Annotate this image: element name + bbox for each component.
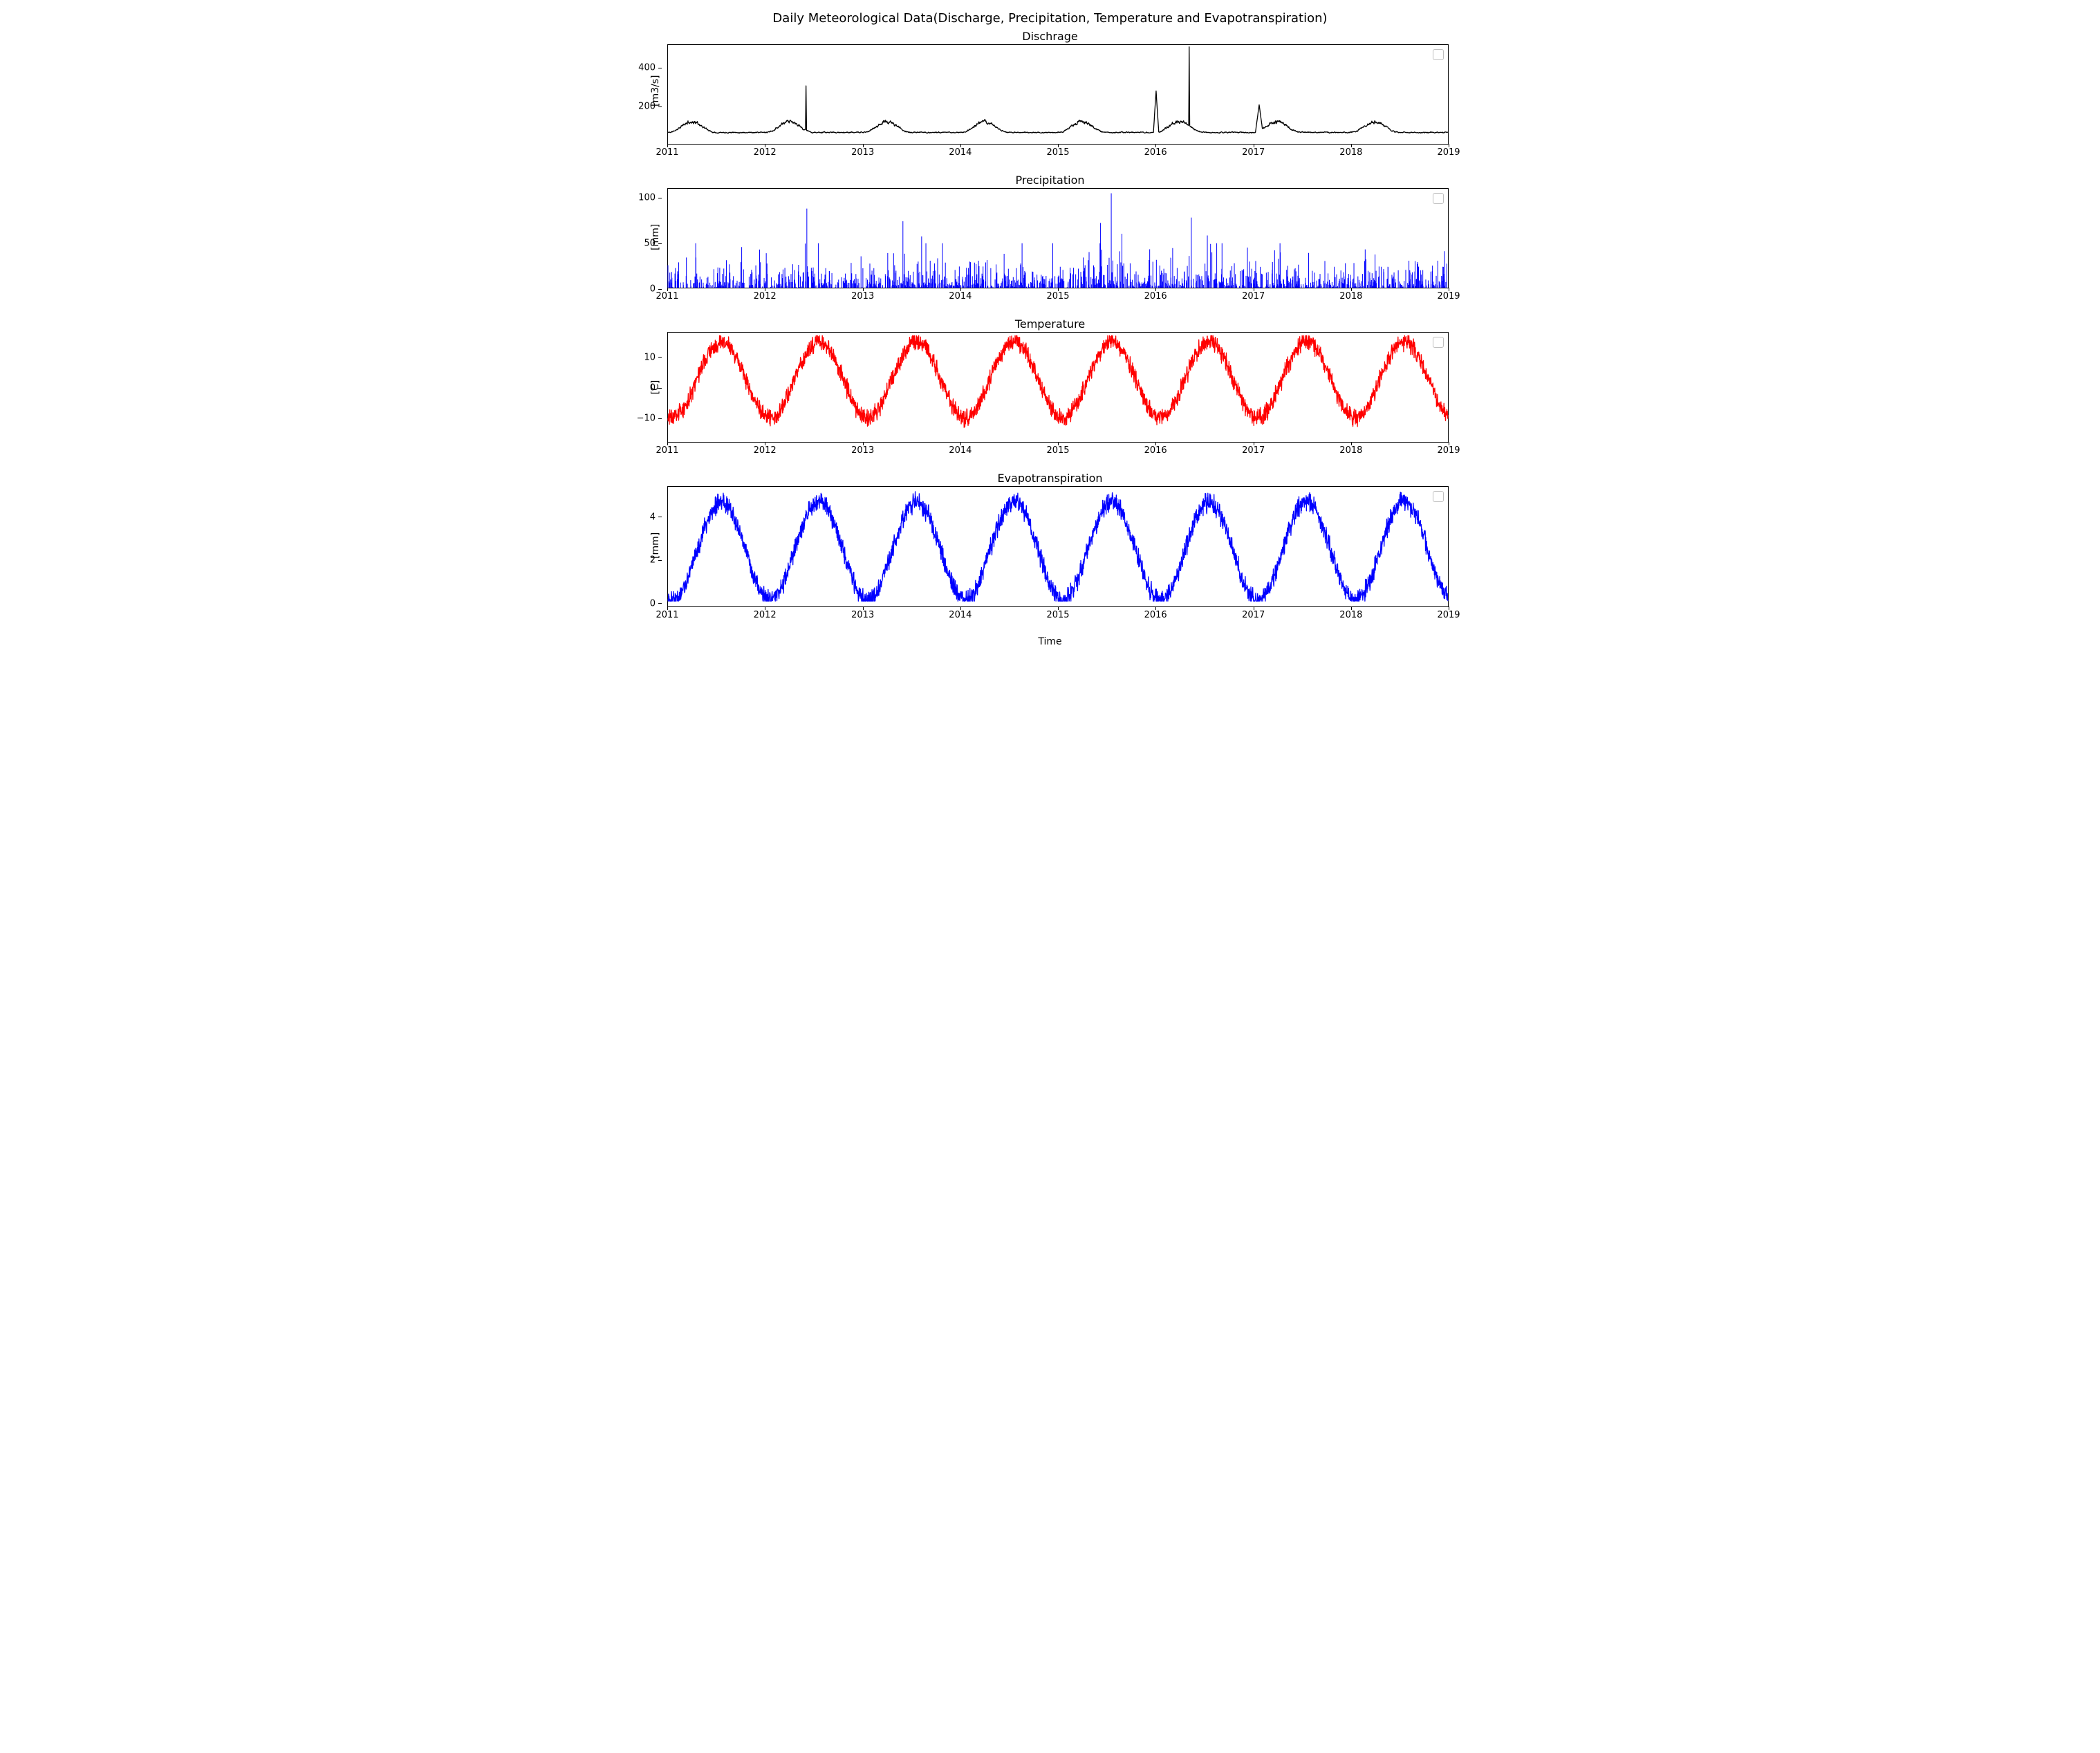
ytick-mark <box>658 289 662 290</box>
xtick-label: 2013 <box>851 445 874 456</box>
xtick-label: 2017 <box>1242 445 1265 456</box>
xtick-label: 2011 <box>656 445 678 456</box>
xticks-discharge: 201120122013201420152016201720182019 <box>667 145 1449 161</box>
ytick-label: 2 <box>650 555 656 566</box>
ytick-mark <box>658 357 662 358</box>
ytick-mark <box>658 243 662 244</box>
ytick-mark <box>658 418 662 419</box>
xtick-label: 2012 <box>754 445 777 456</box>
xticks-temperature: 201120122013201420152016201720182019 <box>667 443 1449 459</box>
xtick-label: 2017 <box>1242 147 1265 158</box>
xtick-label: 2018 <box>1339 445 1362 456</box>
line-evapotranspiration <box>668 492 1448 601</box>
ytick-mark <box>658 560 662 561</box>
xtick-label: 2016 <box>1144 291 1167 302</box>
xtick-label: 2017 <box>1242 291 1265 302</box>
panel-title-temperature: Temperature <box>644 317 1456 331</box>
ytick-label: 10 <box>644 352 656 362</box>
ytick-label: 100 <box>638 193 656 203</box>
xtick-label: 2017 <box>1242 610 1265 620</box>
xticks-evapotranspiration: 201120122013201420152016201720182019 <box>667 607 1449 624</box>
panel-title-discharge: Dischrage <box>644 30 1456 43</box>
ytick-label: 200 <box>638 102 656 112</box>
xtick-label: 2012 <box>754 291 777 302</box>
panel-evapotranspiration: Evapotranspiration[mm]024201120122013201… <box>644 472 1456 624</box>
xtick-label: 2013 <box>851 147 874 158</box>
xtick-label: 2015 <box>1046 147 1069 158</box>
figure-suptitle: Daily Meteorological Data(Discharge, Pre… <box>644 11 1456 26</box>
xtick-label: 2018 <box>1339 291 1362 302</box>
xtick-label: 2015 <box>1046 610 1069 620</box>
xtick-label: 2019 <box>1437 147 1460 158</box>
series-precipitation <box>668 189 1448 288</box>
xtick-label: 2014 <box>949 291 972 302</box>
xtick-label: 2013 <box>851 610 874 620</box>
panel-title-evapotranspiration: Evapotranspiration <box>644 472 1456 485</box>
ytick-mark <box>658 388 662 389</box>
ytick-mark <box>658 106 662 107</box>
series-discharge <box>668 45 1448 144</box>
ytick-label: −10 <box>637 414 656 424</box>
ytick-label: 0 <box>650 598 656 609</box>
xtick-label: 2012 <box>754 147 777 158</box>
ytick-label: 400 <box>638 63 656 73</box>
ytick-mark <box>658 603 662 604</box>
plot-area-precipitation: 050100 <box>667 188 1449 288</box>
xtick-label: 2019 <box>1437 445 1460 456</box>
xtick-label: 2014 <box>949 147 972 158</box>
xtick-label: 2011 <box>656 147 678 158</box>
figure: Daily Meteorological Data(Discharge, Pre… <box>630 0 1470 661</box>
bars-precipitation <box>668 194 1447 288</box>
plot-area-discharge: 200400 <box>667 44 1449 145</box>
xtick-label: 2015 <box>1046 291 1069 302</box>
xtick-label: 2011 <box>656 291 678 302</box>
xtick-label: 2011 <box>656 610 678 620</box>
line-temperature <box>668 335 1448 427</box>
ytick-label: 4 <box>650 512 656 522</box>
ytick-label: 0 <box>650 383 656 393</box>
xtick-label: 2016 <box>1144 610 1167 620</box>
series-temperature <box>668 333 1448 442</box>
xtick-label: 2018 <box>1339 147 1362 158</box>
ytick-label: 0 <box>650 284 656 295</box>
xtick-label: 2019 <box>1437 291 1460 302</box>
panel-discharge: Dischrage[m3/s]2004002011201220132014201… <box>644 30 1456 161</box>
panels-container: Dischrage[m3/s]2004002011201220132014201… <box>644 30 1456 624</box>
series-evapotranspiration <box>668 487 1448 606</box>
xticks-precipitation: 201120122013201420152016201720182019 <box>667 288 1449 305</box>
ytick-label: 50 <box>644 239 656 249</box>
line-discharge <box>668 47 1448 133</box>
xtick-label: 2014 <box>949 445 972 456</box>
xtick-label: 2014 <box>949 610 972 620</box>
plot-area-temperature: −10010 <box>667 332 1449 443</box>
xtick-label: 2013 <box>851 291 874 302</box>
panel-title-precipitation: Precipitation <box>644 174 1456 187</box>
plot-area-evapotranspiration: 024 <box>667 486 1449 607</box>
x-axis-label: Time <box>644 636 1456 647</box>
xtick-label: 2016 <box>1144 445 1167 456</box>
panel-precipitation: Precipitation[mm]05010020112012201320142… <box>644 174 1456 305</box>
panel-temperature: Temperature[C]−1001020112012201320142015… <box>644 317 1456 459</box>
xtick-label: 2018 <box>1339 610 1362 620</box>
xtick-label: 2016 <box>1144 147 1167 158</box>
xtick-label: 2012 <box>754 610 777 620</box>
xtick-label: 2015 <box>1046 445 1069 456</box>
xtick-label: 2019 <box>1437 610 1460 620</box>
